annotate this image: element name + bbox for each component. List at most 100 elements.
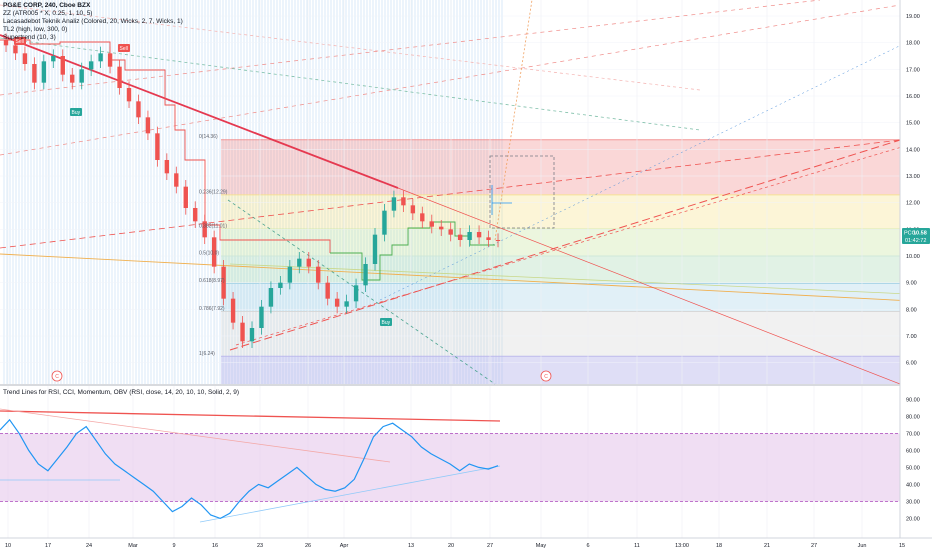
candle-body (230, 298, 236, 323)
buy-marker-text: Buy (382, 320, 391, 326)
candle-body (193, 208, 198, 222)
fibonacci-retracement (221, 139, 900, 384)
candle-body (221, 266, 226, 299)
candle-body (51, 56, 56, 62)
candle-body (457, 234, 463, 240)
candle-body (107, 53, 113, 67)
candle-body (88, 61, 94, 70)
price-axis[interactable] (900, 0, 932, 538)
price-tick: 6.00 (906, 361, 917, 367)
c-marker-circle (51, 370, 63, 382)
candle-body (249, 328, 255, 342)
candle-body (60, 56, 65, 75)
supertrend-up (330, 221, 495, 281)
price-tick: 14.00 (906, 147, 920, 153)
buy-marker-box (380, 318, 392, 326)
time-tick: 21 (764, 543, 770, 549)
fib-band (221, 194, 900, 230)
projection-box (489, 155, 555, 229)
time-tick: May (536, 543, 547, 549)
support-line (0, 253, 932, 303)
candle-body (240, 322, 245, 342)
time-tick: 23 (257, 543, 263, 549)
dashed-trend (0, 0, 821, 96)
candle-body (155, 133, 160, 160)
candles (3, 33, 501, 348)
buy-marker-text: Buy (72, 110, 81, 116)
chart-title: PG&E CORP, 240, Cboe BZX (3, 2, 91, 9)
candle-body (410, 205, 416, 214)
indicator-zz[interactable]: ZZ (ATR005 * X, 0.25, 1, 10, 5) (3, 10, 93, 17)
time-tick: 20 (448, 543, 454, 549)
candle-body (372, 234, 378, 264)
rsi-tick: 50.00 (906, 465, 920, 471)
time-tick: 9 (172, 543, 175, 549)
time-axis[interactable] (0, 538, 932, 550)
candle-body (117, 66, 122, 88)
price-tick: 8.00 (906, 307, 917, 313)
session-stripes (3, 0, 503, 384)
rsi-tick: 40.00 (906, 482, 920, 488)
dashed-trend (494, 0, 533, 241)
candle-body (467, 232, 472, 240)
badge-countdown: 01:42:72 (905, 238, 926, 244)
candle-body (174, 173, 179, 187)
candle-body (268, 288, 274, 307)
trend-lines (0, 0, 932, 385)
fib-label: 0(14.36) (199, 134, 218, 140)
rsi-line (0, 418, 499, 520)
rsi-tick: 30.00 (906, 499, 920, 505)
time-tick: 6 (586, 543, 589, 549)
c-marker-circle (540, 370, 552, 382)
oscillator-title[interactable]: Trend Lines for RSI, CCI, Momentum, OBV … (3, 389, 240, 396)
sell-marker-text: Sell (120, 46, 128, 52)
candle-body (145, 117, 151, 134)
fibonacci-labels: 0(14.36) 0.236(12.29) 0.382(11.01) 0.5(10.0… (199, 134, 228, 357)
supertrend-down (0, 39, 331, 253)
rsi-axis-labels: 90.00 80.00 70.00 60.00 50.00 40.00 30.00 20.00 (906, 397, 920, 522)
candle-body (126, 88, 132, 102)
sell-marker-box (14, 37, 26, 45)
dashed-trend (0, 139, 901, 249)
fib-label: 0.5(10.0) (199, 251, 219, 257)
supertrend-line (0, 39, 495, 281)
candle-body (344, 301, 349, 307)
fib-band (221, 256, 900, 284)
rsi-panel (0, 408, 900, 523)
candle-body (306, 258, 311, 267)
time-tick: 17 (45, 543, 51, 549)
price-tick: 15.00 (906, 121, 920, 127)
grid (0, 0, 903, 538)
last-price-badge: PCG 10.58 01:42:72 (902, 228, 930, 244)
indicator-lacasadebot[interactable]: Lacasadebot Teknik Analiz (Colored, 20, … (3, 18, 183, 25)
candle-body (382, 210, 387, 235)
fib-label: 0.382(11.01) (199, 224, 227, 230)
candle-body (420, 213, 425, 222)
time-tick: 13 (408, 543, 414, 549)
candle-body (448, 229, 453, 235)
fib-band (221, 356, 900, 384)
rsi-band (0, 433, 900, 502)
c-marker-text: C (544, 374, 548, 380)
rsi-trend-blue (199, 465, 501, 523)
candle-body (136, 101, 141, 118)
time-tick: 13:00 (675, 543, 689, 549)
time-tick: 24 (86, 543, 92, 549)
rsi-tick: 20.00 (906, 516, 920, 522)
candle-body (202, 221, 207, 238)
candle-body (259, 306, 264, 328)
time-tick: Mar (128, 543, 138, 549)
indicator-supertrend[interactable]: Supertrend (10, 3) (3, 34, 56, 41)
candle-body (98, 53, 103, 62)
rsi-trend-pink (0, 408, 391, 463)
time-tick: 10 (5, 543, 11, 549)
fib-band (221, 139, 900, 195)
indicator-tl2[interactable]: TL2 (high, low, 300, 0) (3, 26, 68, 33)
dashed-trend (0, 0, 931, 156)
candle-body (22, 53, 28, 64)
dashed-trend (227, 199, 496, 385)
candle-body (164, 160, 170, 174)
price-tick: 7.00 (906, 334, 917, 340)
time-tick: Apr (340, 543, 349, 549)
